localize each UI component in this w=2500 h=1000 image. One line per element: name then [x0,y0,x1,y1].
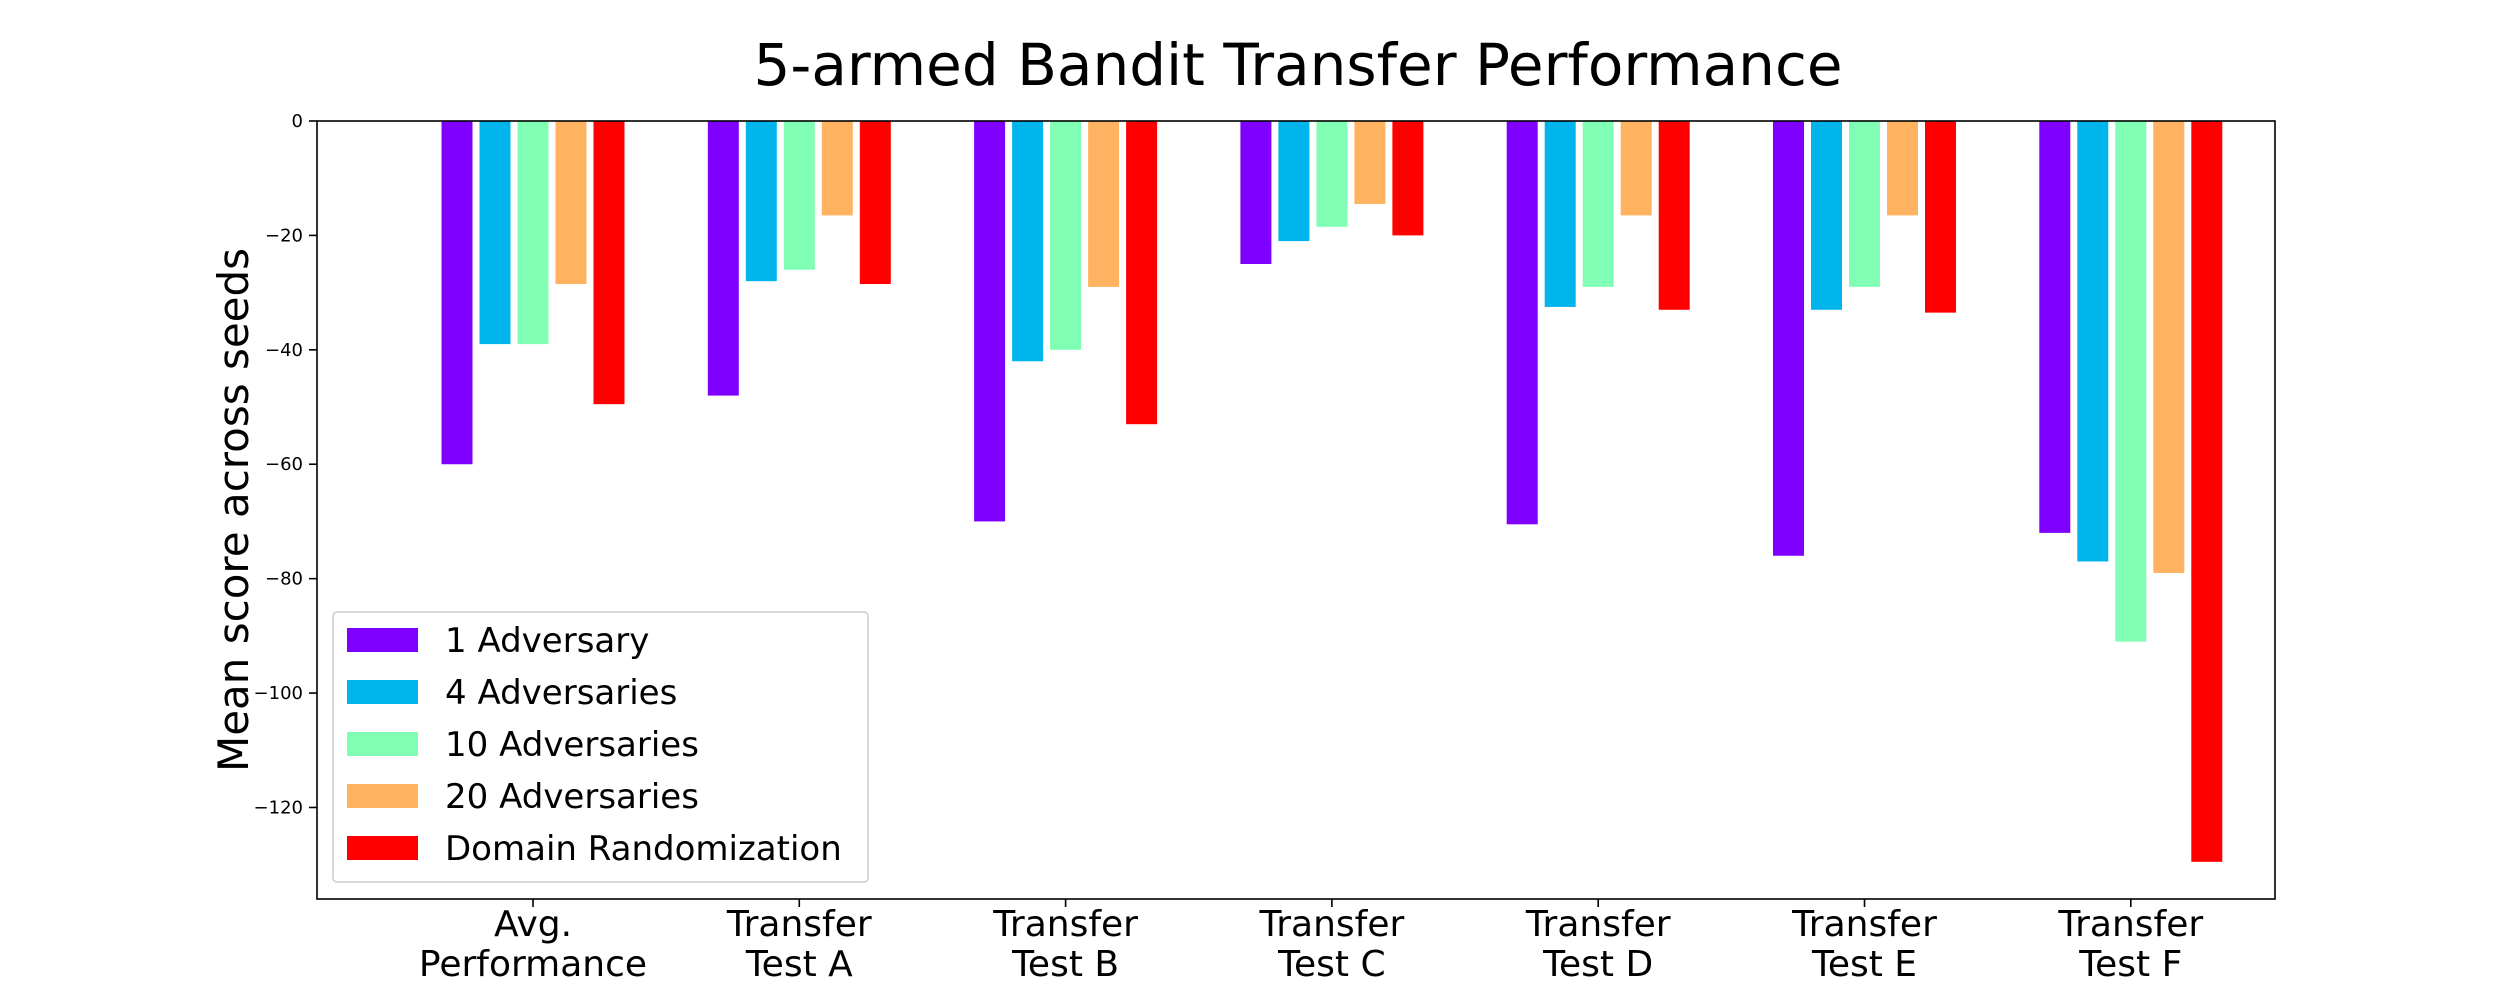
bar-10-adversaries-4 [1582,121,1614,287]
bar-1-adversary-1 [707,121,739,396]
bar-20-adversaries-1 [821,121,853,216]
legend-label: 20 Adversaries [445,777,699,817]
bar-1-adversary-5 [1773,121,1804,556]
x-tick-label: Transfer [726,904,872,945]
bar-4-adversaries-6 [2077,121,2109,562]
x-tick-label: Test B [1011,944,1119,985]
legend-label: Domain Randomization [445,829,842,869]
legend-label: 10 Adversaries [445,725,699,765]
bar-group-2 [974,121,1158,522]
bar-domain-randomization-2 [1126,121,1158,425]
bar-1-adversary-3 [1240,121,1272,265]
legend-label: 1 Adversary [445,621,649,661]
y-axis: 0 −20 −40 −60 −80 −100 −120 [254,111,317,818]
chart-title: 5-armed Bandit Transfer Performance [753,31,1842,99]
legend-swatch-domain-randomization [347,836,418,860]
bar-10-adversaries-3 [1316,121,1348,227]
bar-domain-randomization-0 [593,121,625,405]
bar-group-3 [1240,121,1424,265]
bar-group-1 [707,121,891,396]
bar-group-5 [1773,121,1956,556]
bar-1-adversary-6 [2039,121,2071,533]
x-tick-label: Transfer [1259,904,1405,945]
legend-swatch-1-adversary [347,628,418,652]
x-tick-label: Transfer [1525,904,1671,945]
y-axis-label: Mean score across seeds [209,248,258,772]
bar-20-adversaries-6 [2153,121,2185,573]
bar-20-adversaries-2 [1088,121,1120,287]
bar-20-adversaries-0 [555,121,587,285]
legend-swatch-20-adversaries [347,784,418,808]
bar-1-adversary-0 [441,121,473,465]
bar-domain-randomization-1 [859,121,891,285]
x-tick-label: Transfer [992,904,1138,945]
legend: 1 Adversary 4 Adversaries 10 Adversaries 20… [332,611,869,883]
bar-domain-randomization-6 [2191,121,2223,862]
bar-10-adversaries-5 [1849,121,1880,287]
y-tick-label: −40 [265,340,303,361]
bar-10-adversaries-6 [2115,121,2147,642]
x-tick-label: Transfer [1791,904,1937,945]
plot-frame [316,120,2276,900]
y-tick-label: 0 [292,111,303,132]
bar-4-adversaries-3 [1278,121,1310,242]
legend-label: 4 Adversaries [445,673,677,713]
x-tick-label: Test E [1811,944,1917,985]
y-tick-label: −80 [265,569,303,590]
y-tick-label: −120 [254,797,303,818]
bar-4-adversaries-4 [1544,121,1576,307]
bar-group-6 [2039,121,2223,862]
x-tick-label: Test F [2078,944,2182,985]
bar-20-adversaries-4 [1620,121,1652,216]
y-tick-label: −20 [265,225,303,246]
bar-4-adversaries-5 [1811,121,1842,310]
x-tick-label: Transfer [2057,904,2203,945]
bar-4-adversaries-2 [1012,121,1044,362]
legend-swatch-4-adversaries [347,680,418,704]
bar-1-adversary-4 [1506,121,1538,525]
x-tick-label: Test D [1542,944,1653,985]
bar-10-adversaries-1 [783,121,815,270]
bar-1-adversary-2 [974,121,1006,522]
legend-box [332,611,869,883]
bar-domain-randomization-4 [1658,121,1690,310]
bar-20-adversaries-3 [1354,121,1386,204]
bar-4-adversaries-1 [745,121,777,282]
bar-4-adversaries-0 [479,121,511,345]
bar-domain-randomization-5 [1925,121,1956,313]
bar-group-0 [441,121,625,465]
x-tick-label: Test A [745,944,853,985]
bar-10-adversaries-0 [517,121,549,345]
bar-group-4 [1506,121,1690,525]
y-tick-label: −60 [265,454,303,475]
bars-layer [441,121,2223,862]
y-tick-label: −100 [254,683,303,704]
x-tick-label: Performance [419,944,647,985]
bar-20-adversaries-5 [1887,121,1918,216]
x-tick-label: Avg. [494,904,572,945]
legend-swatch-10-adversaries [347,732,418,756]
x-tick-label: Test C [1277,944,1385,985]
bar-10-adversaries-2 [1050,121,1082,350]
bar-domain-randomization-3 [1392,121,1424,236]
